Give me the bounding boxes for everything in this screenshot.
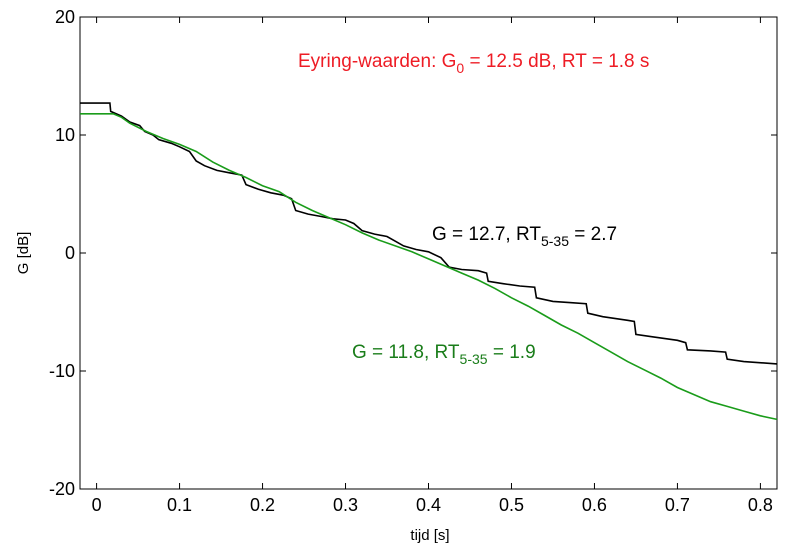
x-tick-label: 0.3 [333,495,358,515]
green-decay-curve [80,113,778,421]
x-tick-label: 0.4 [416,495,441,515]
x-tick-label: 0.7 [665,495,690,515]
y-tick-label: 10 [55,125,75,145]
x-tick-label: 0 [92,495,102,515]
eyring-annotation: Eyring-waarden: G0 = 12.5 dB, RT = 1.8 s [298,51,649,76]
ticks-layer: 0 0.1 0.2 0.3 0.4 0.5 0.6 0.7 0.8 20 10 0 -10 -20 [49,7,777,515]
green-subscript: 5-35 [460,351,488,367]
x-tick-label: 0.8 [748,495,773,515]
x-axis-label: tijd [s] [410,527,449,544]
annotations: Eyring-waarden: G0 = 12.5 dB, RT = 1.8 s… [298,51,649,367]
green-series-annotation: G = 11.8, RT5-35 = 1.9 [352,342,536,367]
series-layer [80,102,778,421]
eyring-subscript: 0 [456,60,464,76]
plot-frame [79,16,778,490]
x-tick-label: 0.5 [499,495,524,515]
black-series-annotation: G = 12.7, RT5-35 = 2.7 [432,224,617,249]
y-axis-label: G [dB] [15,232,32,275]
y-tick-label: -20 [49,479,75,499]
black-decay-curve [80,102,778,365]
y-tick-label: 0 [65,243,75,263]
y-tick-label: 20 [55,7,75,27]
x-tick-label: 0.1 [167,495,192,515]
x-tick-label: 0.2 [250,495,275,515]
black-subscript: 5-35 [541,233,569,249]
y-tick-label: -10 [49,361,75,381]
x-tick-label: 0.6 [582,495,607,515]
